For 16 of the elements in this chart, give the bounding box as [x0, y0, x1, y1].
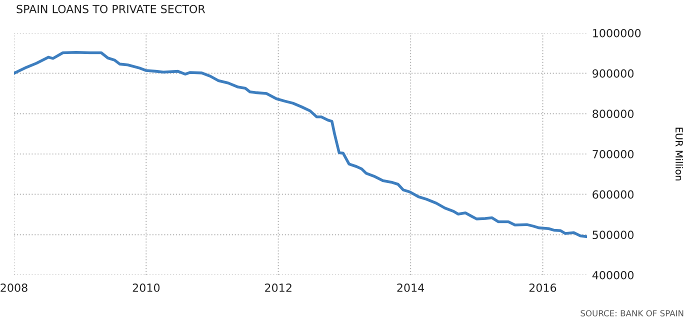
y-tick-label: 500000 [592, 230, 634, 240]
line-series [14, 50, 587, 238]
x-tick-label: 2016 [529, 284, 556, 292]
source-note: SOURCE: BANK OF SPAIN [580, 310, 684, 316]
y-tick-label: 700000 [592, 150, 634, 158]
chart-title: SPAIN LOANS TO PRIVATE SECTOR [16, 4, 206, 14]
y-tick-label: 900000 [592, 69, 634, 78]
x-tick-label: 2010 [132, 284, 160, 292]
x-tick-label: 2014 [397, 284, 424, 292]
x-tick-label: 2008 [0, 284, 28, 292]
x-tick-label: 2012 [265, 284, 292, 292]
y-tick-label: 800000 [592, 110, 634, 118]
y-tick-label: 600000 [592, 190, 634, 199]
y-axis-title: EUR Million [675, 128, 684, 180]
y-tick-label: 1000000 [593, 28, 641, 38]
y-tick-label: 400000 [592, 270, 634, 280]
